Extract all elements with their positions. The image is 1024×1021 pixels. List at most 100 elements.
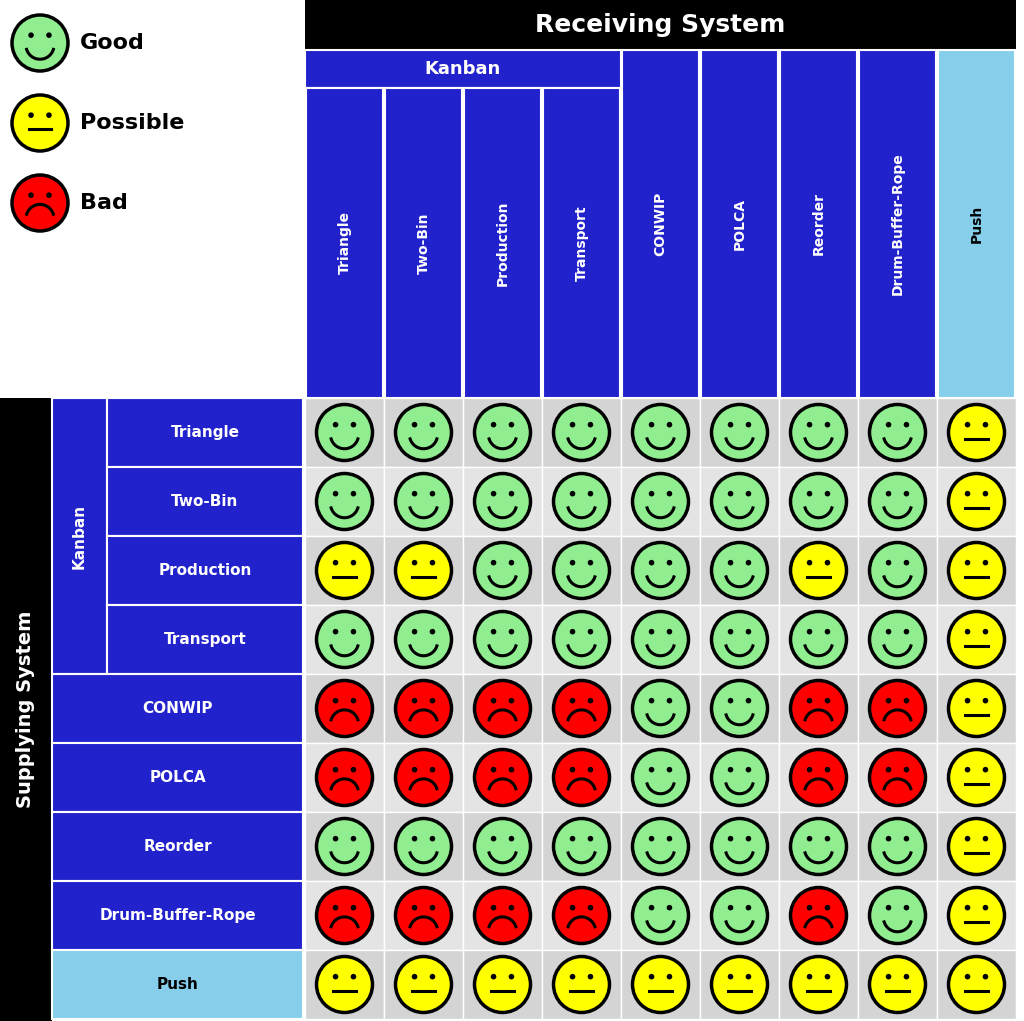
FancyBboxPatch shape [0, 398, 52, 1021]
FancyBboxPatch shape [700, 743, 779, 812]
Circle shape [509, 905, 514, 911]
Circle shape [633, 681, 688, 736]
Circle shape [903, 422, 909, 428]
Circle shape [554, 887, 609, 943]
Circle shape [965, 767, 971, 773]
FancyBboxPatch shape [700, 812, 779, 881]
FancyBboxPatch shape [384, 674, 463, 743]
FancyBboxPatch shape [106, 605, 303, 674]
FancyBboxPatch shape [305, 812, 384, 881]
Circle shape [824, 491, 830, 496]
Circle shape [412, 974, 418, 979]
Circle shape [395, 474, 452, 530]
FancyBboxPatch shape [621, 743, 700, 812]
FancyBboxPatch shape [858, 674, 937, 743]
Circle shape [333, 629, 338, 634]
Text: Drum-Buffer-Rope: Drum-Buffer-Rope [99, 908, 256, 923]
Circle shape [554, 474, 609, 530]
Circle shape [12, 175, 68, 231]
Circle shape [667, 905, 673, 911]
Circle shape [474, 542, 530, 598]
Circle shape [333, 560, 338, 566]
Circle shape [588, 629, 593, 634]
Circle shape [886, 974, 891, 979]
FancyBboxPatch shape [384, 398, 463, 467]
Circle shape [667, 698, 673, 703]
FancyBboxPatch shape [52, 398, 106, 674]
Circle shape [316, 542, 373, 598]
Circle shape [569, 767, 575, 773]
Circle shape [886, 698, 891, 703]
Circle shape [333, 698, 338, 703]
FancyBboxPatch shape [463, 950, 542, 1019]
Circle shape [869, 819, 926, 875]
FancyBboxPatch shape [384, 743, 463, 812]
FancyBboxPatch shape [305, 743, 384, 812]
Circle shape [412, 422, 418, 428]
FancyBboxPatch shape [937, 743, 1016, 812]
Circle shape [316, 819, 373, 875]
Circle shape [965, 491, 971, 496]
Circle shape [745, 491, 752, 496]
FancyBboxPatch shape [542, 812, 621, 881]
Circle shape [948, 887, 1005, 943]
Circle shape [983, 422, 988, 428]
Circle shape [350, 560, 356, 566]
FancyBboxPatch shape [779, 398, 858, 467]
FancyBboxPatch shape [542, 950, 621, 1019]
Circle shape [350, 974, 356, 979]
Circle shape [633, 819, 688, 875]
Circle shape [569, 698, 575, 703]
Circle shape [983, 767, 988, 773]
Circle shape [983, 974, 988, 979]
Circle shape [824, 836, 830, 841]
Circle shape [791, 957, 847, 1013]
Circle shape [588, 560, 593, 566]
FancyBboxPatch shape [106, 536, 303, 605]
FancyBboxPatch shape [622, 50, 699, 398]
Circle shape [903, 629, 909, 634]
Circle shape [649, 629, 654, 634]
Circle shape [728, 560, 733, 566]
Circle shape [395, 612, 452, 668]
Circle shape [509, 560, 514, 566]
Circle shape [712, 887, 768, 943]
Circle shape [728, 629, 733, 634]
Circle shape [869, 681, 926, 736]
Circle shape [886, 560, 891, 566]
Circle shape [667, 491, 673, 496]
Circle shape [824, 629, 830, 634]
Circle shape [745, 905, 752, 911]
Circle shape [745, 422, 752, 428]
Circle shape [509, 767, 514, 773]
FancyBboxPatch shape [858, 743, 937, 812]
Circle shape [667, 629, 673, 634]
Circle shape [430, 422, 435, 428]
Circle shape [474, 957, 530, 1013]
Circle shape [554, 819, 609, 875]
Circle shape [948, 612, 1005, 668]
FancyBboxPatch shape [701, 50, 778, 398]
Circle shape [824, 560, 830, 566]
Circle shape [649, 560, 654, 566]
FancyBboxPatch shape [779, 605, 858, 674]
FancyBboxPatch shape [463, 536, 542, 605]
Text: Production: Production [159, 563, 252, 578]
Circle shape [430, 629, 435, 634]
Circle shape [12, 95, 68, 151]
Circle shape [824, 767, 830, 773]
Circle shape [649, 974, 654, 979]
Circle shape [633, 474, 688, 530]
Circle shape [649, 767, 654, 773]
Circle shape [350, 422, 356, 428]
Circle shape [903, 698, 909, 703]
Circle shape [948, 749, 1005, 806]
Text: CONWIP: CONWIP [142, 701, 213, 716]
Circle shape [569, 560, 575, 566]
Circle shape [588, 422, 593, 428]
Circle shape [869, 542, 926, 598]
Circle shape [316, 612, 373, 668]
Circle shape [569, 629, 575, 634]
Circle shape [554, 749, 609, 806]
FancyBboxPatch shape [543, 88, 620, 398]
